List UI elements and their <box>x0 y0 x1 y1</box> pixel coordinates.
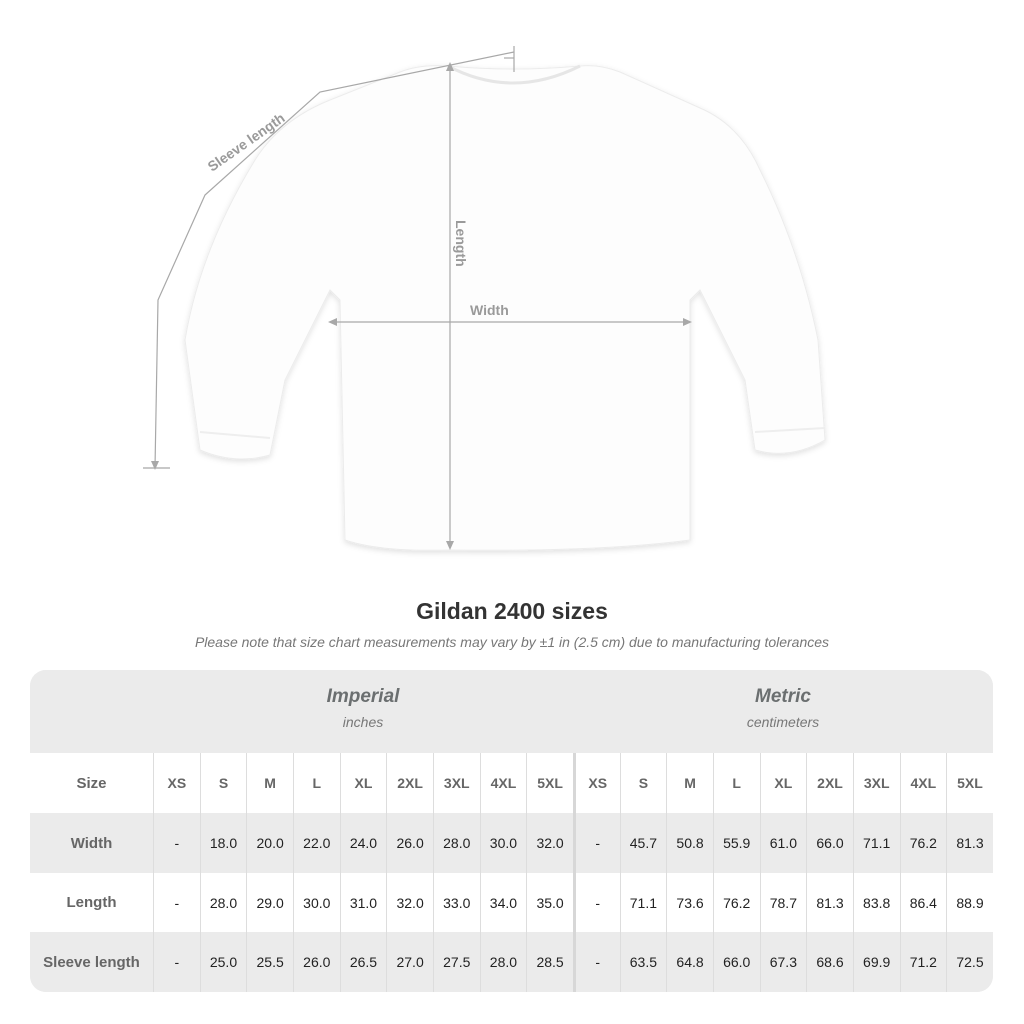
table-row: Width -18.0 20.0 22.0 24.0 26.0 28.0 30.0 32.0-4… <box>30 813 993 873</box>
value-cell: 34.0 <box>479 873 527 932</box>
value-cell: 81.3 <box>806 873 853 932</box>
tolerance-note: Please note that size chart measurements… <box>194 634 830 650</box>
value-cell: 26.0 <box>292 932 340 992</box>
shirt-diagram: Sleeve length Length Width <box>143 46 826 551</box>
value-cell: 31.0 <box>339 873 387 932</box>
value-cell: 69.9 <box>852 932 900 992</box>
value-cell: 76.2 <box>899 813 947 873</box>
value-cell: 86.4 <box>899 873 947 932</box>
value-cell: 30.0 <box>292 873 340 932</box>
size-header-cell: 2XL <box>806 753 853 813</box>
size-header-cell: L <box>292 753 340 813</box>
metric-header: Metric centimeters <box>573 686 993 730</box>
size-header-cell: M <box>246 753 293 813</box>
size-header-cell: 5XL <box>946 753 993 813</box>
value-cell: 30.0 <box>479 813 527 873</box>
unit-header-band: Imperial inches Metric centimeters <box>30 670 993 753</box>
shirt-body <box>184 65 826 551</box>
value-cell: 32.0 <box>526 813 573 873</box>
value-cell: 25.5 <box>246 932 293 992</box>
row-label: Sleeve length <box>43 953 140 971</box>
value-cell: - <box>572 873 620 932</box>
value-cell: 66.0 <box>712 932 760 992</box>
value-cell: 27.0 <box>386 932 433 992</box>
size-header-cell: XL <box>759 753 807 813</box>
value-cell: 28.0 <box>432 813 480 873</box>
value-cell: 28.0 <box>479 932 527 992</box>
value-cell: 71.1 <box>619 873 667 932</box>
value-cell: 76.2 <box>712 873 760 932</box>
value-cell: 67.3 <box>759 932 807 992</box>
length-label: Length <box>453 220 469 267</box>
value-cell: - <box>572 932 620 992</box>
value-cell: 18.0 <box>199 813 247 873</box>
size-header-cell: 4XL <box>479 753 527 813</box>
value-cell: 28.5 <box>526 932 573 992</box>
value-cell: 27.5 <box>432 932 480 992</box>
table-row: Length -28.0 29.0 30.0 31.0 32.0 33.0 34.0 35.0-… <box>30 873 993 932</box>
value-cell: 78.7 <box>759 873 807 932</box>
value-cell: 73.6 <box>666 873 713 932</box>
imperial-unit: inches <box>342 714 384 730</box>
value-cell: 26.5 <box>339 932 387 992</box>
value-cell: 83.8 <box>852 873 900 932</box>
value-cell: 45.7 <box>619 813 667 873</box>
value-cell: 66.0 <box>806 813 853 873</box>
size-table: Imperial inches Metric centimeters Size X… <box>30 670 993 992</box>
imperial-header: Imperial inches <box>153 686 573 730</box>
row-label: Length <box>66 894 117 911</box>
value-cell: 22.0 <box>292 813 340 873</box>
value-cell: 50.8 <box>666 813 713 873</box>
size-header-cell: 2XL <box>386 753 433 813</box>
value-cell: 71.1 <box>852 813 900 873</box>
value-cell: 28.0 <box>199 873 247 932</box>
metric-unit: centimeters <box>746 714 820 730</box>
size-header-cell: XL <box>339 753 387 813</box>
value-cell: - <box>572 813 620 873</box>
value-cell: 32.0 <box>386 873 433 932</box>
size-header-cell: XS <box>572 753 620 813</box>
value-cell: - <box>153 932 200 992</box>
measurement-lines <box>143 46 690 548</box>
value-cell: 68.6 <box>806 932 853 992</box>
size-header-cell: XS <box>153 753 200 813</box>
size-header-cell: 3XL <box>432 753 480 813</box>
value-cell: 72.5 <box>946 932 993 992</box>
value-cell: 61.0 <box>759 813 807 873</box>
size-header-cell: S <box>199 753 247 813</box>
size-header-row: Size XS S M L XL 2XL 3XL 4XL 5XL XS S M L XL 2XL 3XL 4XL 5… <box>30 753 993 813</box>
size-header-cell: S <box>619 753 667 813</box>
value-cell: 63.5 <box>619 932 667 992</box>
size-header-cell: 4XL <box>899 753 947 813</box>
row-label: Size <box>76 774 107 792</box>
value-cell: - <box>153 813 200 873</box>
value-cell: 29.0 <box>246 873 293 932</box>
size-header-cell: L <box>712 753 760 813</box>
imperial-title: Imperial <box>326 686 400 707</box>
row-label: Width <box>70 834 113 852</box>
value-cell: 71.2 <box>899 932 947 992</box>
width-label: Width <box>470 302 509 318</box>
value-cell: 25.0 <box>199 932 247 992</box>
value-cell: 24.0 <box>339 813 387 873</box>
value-cell: 33.0 <box>432 873 480 932</box>
size-header-cell: 3XL <box>852 753 900 813</box>
value-cell: 81.3 <box>946 813 993 873</box>
value-cell: 35.0 <box>526 873 573 932</box>
value-cell: 55.9 <box>712 813 760 873</box>
value-cell: 64.8 <box>666 932 713 992</box>
size-header-cell: M <box>666 753 713 813</box>
metric-title: Metric <box>755 686 811 707</box>
chart-title: Gildan 2400 sizes <box>416 598 608 624</box>
value-cell: 26.0 <box>386 813 433 873</box>
value-cell: 88.9 <box>946 873 993 932</box>
value-cell: - <box>153 873 200 932</box>
value-cell: 20.0 <box>246 813 293 873</box>
table-row: Sleeve length -25.0 25.5 26.0 26.5 27.0 27.5 28… <box>30 932 993 992</box>
size-header-cell: 5XL <box>526 753 573 813</box>
